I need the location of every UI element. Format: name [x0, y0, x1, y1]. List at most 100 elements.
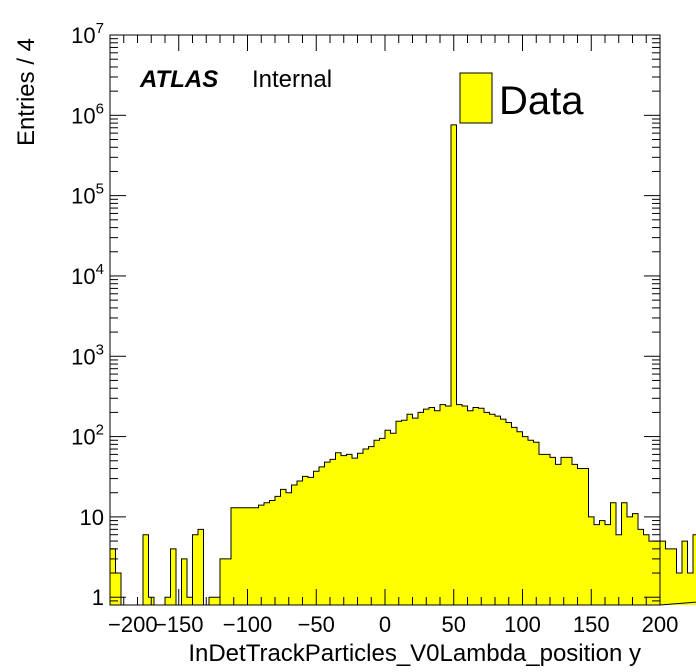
histogram-bar: [407, 414, 413, 605]
histogram-bar: [473, 407, 479, 605]
x-tick-label: 0: [379, 612, 391, 637]
histogram-bar: [533, 442, 539, 605]
histogram-bar: [242, 507, 248, 605]
histogram-bar: [687, 573, 693, 605]
histogram-bar: [165, 597, 171, 605]
y-tick-label: 107: [71, 20, 104, 48]
histogram-bar: [363, 449, 369, 605]
histogram-bar: [231, 507, 237, 605]
legend-swatch: [459, 72, 493, 124]
histogram-bar: [440, 404, 446, 605]
histogram-bar: [445, 406, 451, 605]
histogram-bar: [341, 455, 347, 605]
atlas-label: ATLAS: [139, 66, 218, 93]
histogram-bar: [522, 436, 528, 605]
histogram-bar: [291, 484, 297, 605]
histogram-bar: [418, 412, 424, 605]
axis-ticks: [109, 34, 661, 606]
histogram-bar: [379, 438, 385, 605]
histogram-bar: [225, 558, 231, 605]
x-tick-label: 150: [573, 612, 610, 637]
histogram-bar: [588, 516, 594, 605]
legend: Data: [459, 72, 584, 124]
x-tick-label: 50: [442, 612, 466, 637]
histogram-bar: [665, 548, 671, 605]
histogram-bar: [643, 534, 649, 605]
internal-label: Internal: [252, 66, 332, 93]
histogram-bar: [330, 459, 336, 605]
x-tick-label: −200: [108, 612, 158, 637]
histogram-bar: [429, 407, 435, 605]
x-tick-label: −50: [298, 612, 335, 637]
histogram-bars: [109, 124, 696, 606]
y-axis-title: Entries / 4: [13, 38, 40, 146]
histogram-bar: [143, 534, 149, 605]
histogram-bar: [599, 520, 605, 605]
histogram-bar: [275, 496, 281, 605]
y-tick-label: 10: [80, 505, 104, 530]
histogram-bar: [561, 457, 567, 605]
legend-label-data: Data: [499, 79, 584, 123]
histogram-bar: [517, 431, 523, 605]
histogram-bar: [374, 440, 380, 605]
y-tick-label: 102: [71, 422, 104, 450]
histogram-bar: [253, 507, 259, 605]
histogram-bar: [605, 524, 611, 605]
histogram-bar: [583, 468, 589, 605]
histogram-bar: [495, 416, 501, 605]
x-tick-label: −150: [154, 612, 204, 637]
histogram-bar: [280, 489, 286, 605]
histogram-bar: [539, 454, 545, 605]
histogram-bar: [550, 457, 556, 605]
histogram-bar: [506, 422, 512, 605]
histogram-bar: [434, 410, 440, 605]
x-tick-label: −100: [223, 612, 273, 637]
histogram-bar: [627, 516, 633, 605]
histogram-bar: [110, 548, 116, 605]
histogram-bar: [412, 418, 418, 605]
histogram-bar: [319, 466, 325, 605]
histogram-bar: [198, 529, 204, 605]
histogram-bar: [385, 430, 391, 605]
x-tick-label: 100: [504, 612, 541, 637]
histogram-bar: [247, 507, 253, 605]
histogram-bar: [489, 414, 495, 605]
histogram-bar: [187, 597, 193, 605]
histogram-bar: [357, 453, 363, 605]
histogram-bar: [115, 573, 121, 605]
histogram-bar: [236, 507, 242, 605]
histogram-bar: [544, 454, 550, 605]
histogram-outline: [109, 124, 696, 606]
histogram-bar: [451, 124, 457, 606]
histogram-bar: [214, 597, 220, 605]
histogram-bar: [352, 458, 358, 605]
histogram-bar: [594, 524, 600, 605]
histogram-bar: [308, 477, 314, 605]
y-tick-label: 104: [71, 261, 104, 289]
histogram-bar: [220, 558, 226, 605]
histogram-bar: [478, 408, 484, 605]
histogram-bar: [572, 464, 578, 605]
histogram-bar: [258, 505, 264, 605]
histogram-bar: [500, 419, 506, 605]
y-tick-label: 106: [71, 100, 104, 128]
histogram-bar: [390, 433, 396, 605]
histogram-bar: [401, 420, 407, 605]
y-tick-label: 105: [71, 181, 104, 209]
histogram-bar: [462, 406, 468, 605]
histogram-bar: [456, 404, 462, 605]
histogram-bar: [671, 548, 677, 605]
histogram-bar: [170, 548, 176, 605]
histogram-bar: [264, 502, 270, 605]
histogram-bar: [621, 502, 627, 605]
histogram-bar: [467, 410, 473, 605]
histogram-bar: [676, 573, 682, 605]
histogram-bar: [616, 534, 622, 605]
histogram-bar: [313, 471, 319, 605]
histogram-bar: [181, 558, 187, 605]
histogram-bar: [610, 502, 616, 605]
histogram-bar: [302, 476, 308, 605]
histogram-bar: [269, 500, 275, 605]
histogram-bar: [423, 409, 429, 605]
